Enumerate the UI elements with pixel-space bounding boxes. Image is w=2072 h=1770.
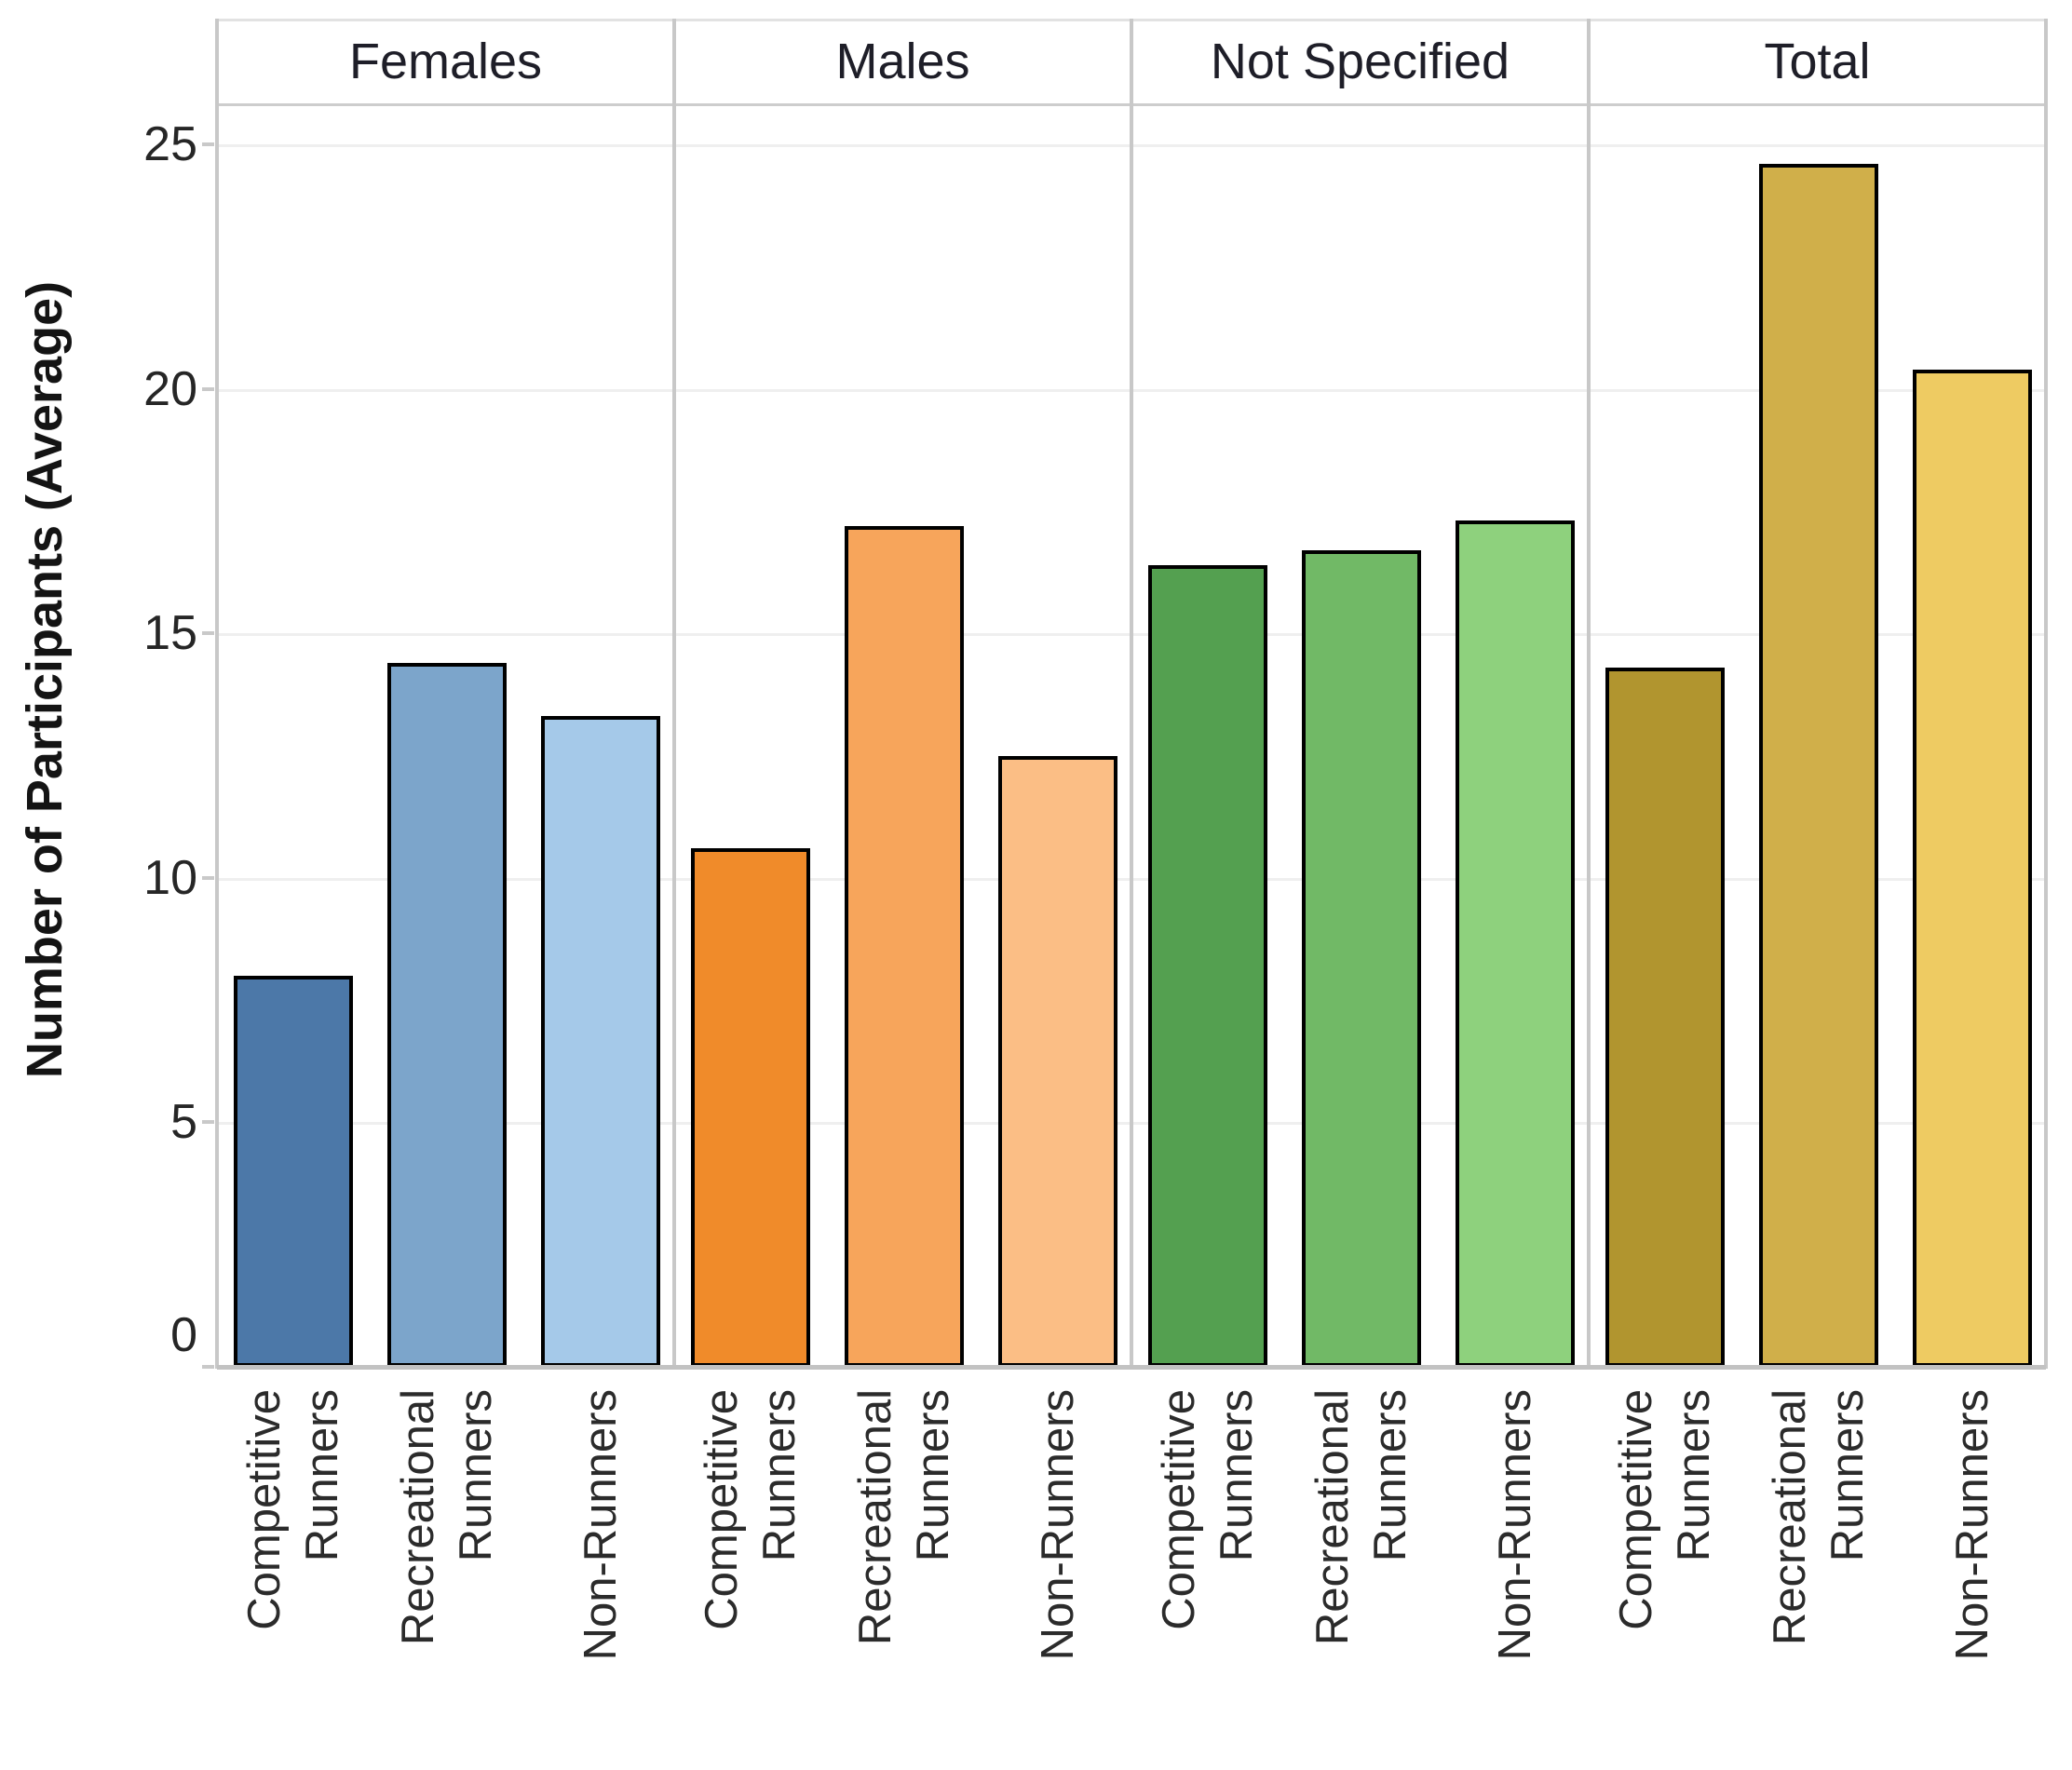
x-label-text: Recreational Runners (1307, 1389, 1415, 1646)
x-label-text: Non-Runners (576, 1389, 626, 1661)
bar-not-specified-competitive-runners (1148, 565, 1267, 1367)
bar-males-recreational-runners (845, 526, 964, 1367)
plot-right-border (2044, 19, 2048, 1369)
panel-not-specified: Not Specified (1131, 19, 1589, 1369)
x-label: Recreational Runners (1758, 1389, 1879, 1770)
y-axis-line (215, 19, 219, 1369)
y-tick-label: 0 (170, 1308, 197, 1362)
panel-header-females: Females (348, 33, 543, 89)
panel-divider (1587, 19, 1591, 1369)
y-tick-label: 25 (143, 117, 197, 171)
y-tick-label: 5 (170, 1095, 197, 1150)
panel-divider (1130, 19, 1133, 1369)
bar-total-recreational-runners (1759, 164, 1878, 1367)
x-label-text: Recreational Runners (393, 1389, 501, 1646)
x-label: Recreational Runners (844, 1389, 965, 1770)
bar-males-non-runners (998, 756, 1117, 1367)
x-label-text: Non-Runners (1947, 1389, 1998, 1661)
x-label: Non-Runners (540, 1389, 661, 1770)
bar-females-recreational-runners (387, 663, 507, 1367)
panel-header-males: Males (835, 33, 970, 89)
bar-total-non-runners (1913, 370, 2032, 1367)
bar-females-non-runners (541, 716, 660, 1367)
y-tick-mark (202, 876, 214, 880)
bar-females-competitive-runners (234, 976, 353, 1367)
x-label-text: Non-Runners (1033, 1389, 1083, 1661)
x-axis-line (217, 1365, 2046, 1370)
x-label-text: Competitive Runners (239, 1389, 347, 1630)
x-label-text: Competitive Runners (1611, 1389, 1719, 1630)
y-tick-mark (202, 387, 214, 391)
y-tick-mark (202, 142, 214, 146)
x-label: Non-Runners (1455, 1389, 1576, 1770)
panel-divider (672, 19, 676, 1369)
panel-total: Total (1589, 19, 2046, 1369)
x-label-text: Non-Runners (1490, 1389, 1540, 1661)
x-label-text: Competitive Runners (1154, 1389, 1262, 1630)
x-label: Competitive Runners (233, 1389, 354, 1770)
x-label: Recreational Runners (1301, 1389, 1422, 1770)
y-tick-label: 15 (143, 606, 197, 661)
panel-males: Males (674, 19, 1131, 1369)
x-label: Non-Runners (1912, 1389, 2033, 1770)
bar-not-specified-non-runners (1456, 520, 1575, 1367)
panel-females: Females (217, 19, 674, 1369)
x-label: Competitive Runners (1147, 1389, 1268, 1770)
panel-header-not-specified: Not Specified (1210, 33, 1510, 89)
y-tick-mark (202, 1120, 214, 1124)
x-label: Competitive Runners (690, 1389, 811, 1770)
y-tick-mark (202, 631, 214, 635)
x-label: Recreational Runners (386, 1389, 508, 1770)
bar-total-competitive-runners (1605, 668, 1725, 1367)
panel-header-total: Total (1764, 33, 1871, 89)
x-label-text: Recreational Runners (850, 1389, 958, 1646)
x-label: Competitive Runners (1605, 1389, 1726, 1770)
y-tick-mark (202, 1365, 214, 1369)
x-label: Non-Runners (997, 1389, 1118, 1770)
x-label-text: Recreational Runners (1765, 1389, 1873, 1646)
x-label-text: Competitive Runners (697, 1389, 805, 1630)
y-tick-label: 10 (143, 850, 197, 905)
bar-males-competitive-runners (691, 848, 810, 1367)
bar-not-specified-recreational-runners (1302, 550, 1421, 1367)
y-tick-label: 20 (143, 361, 197, 416)
